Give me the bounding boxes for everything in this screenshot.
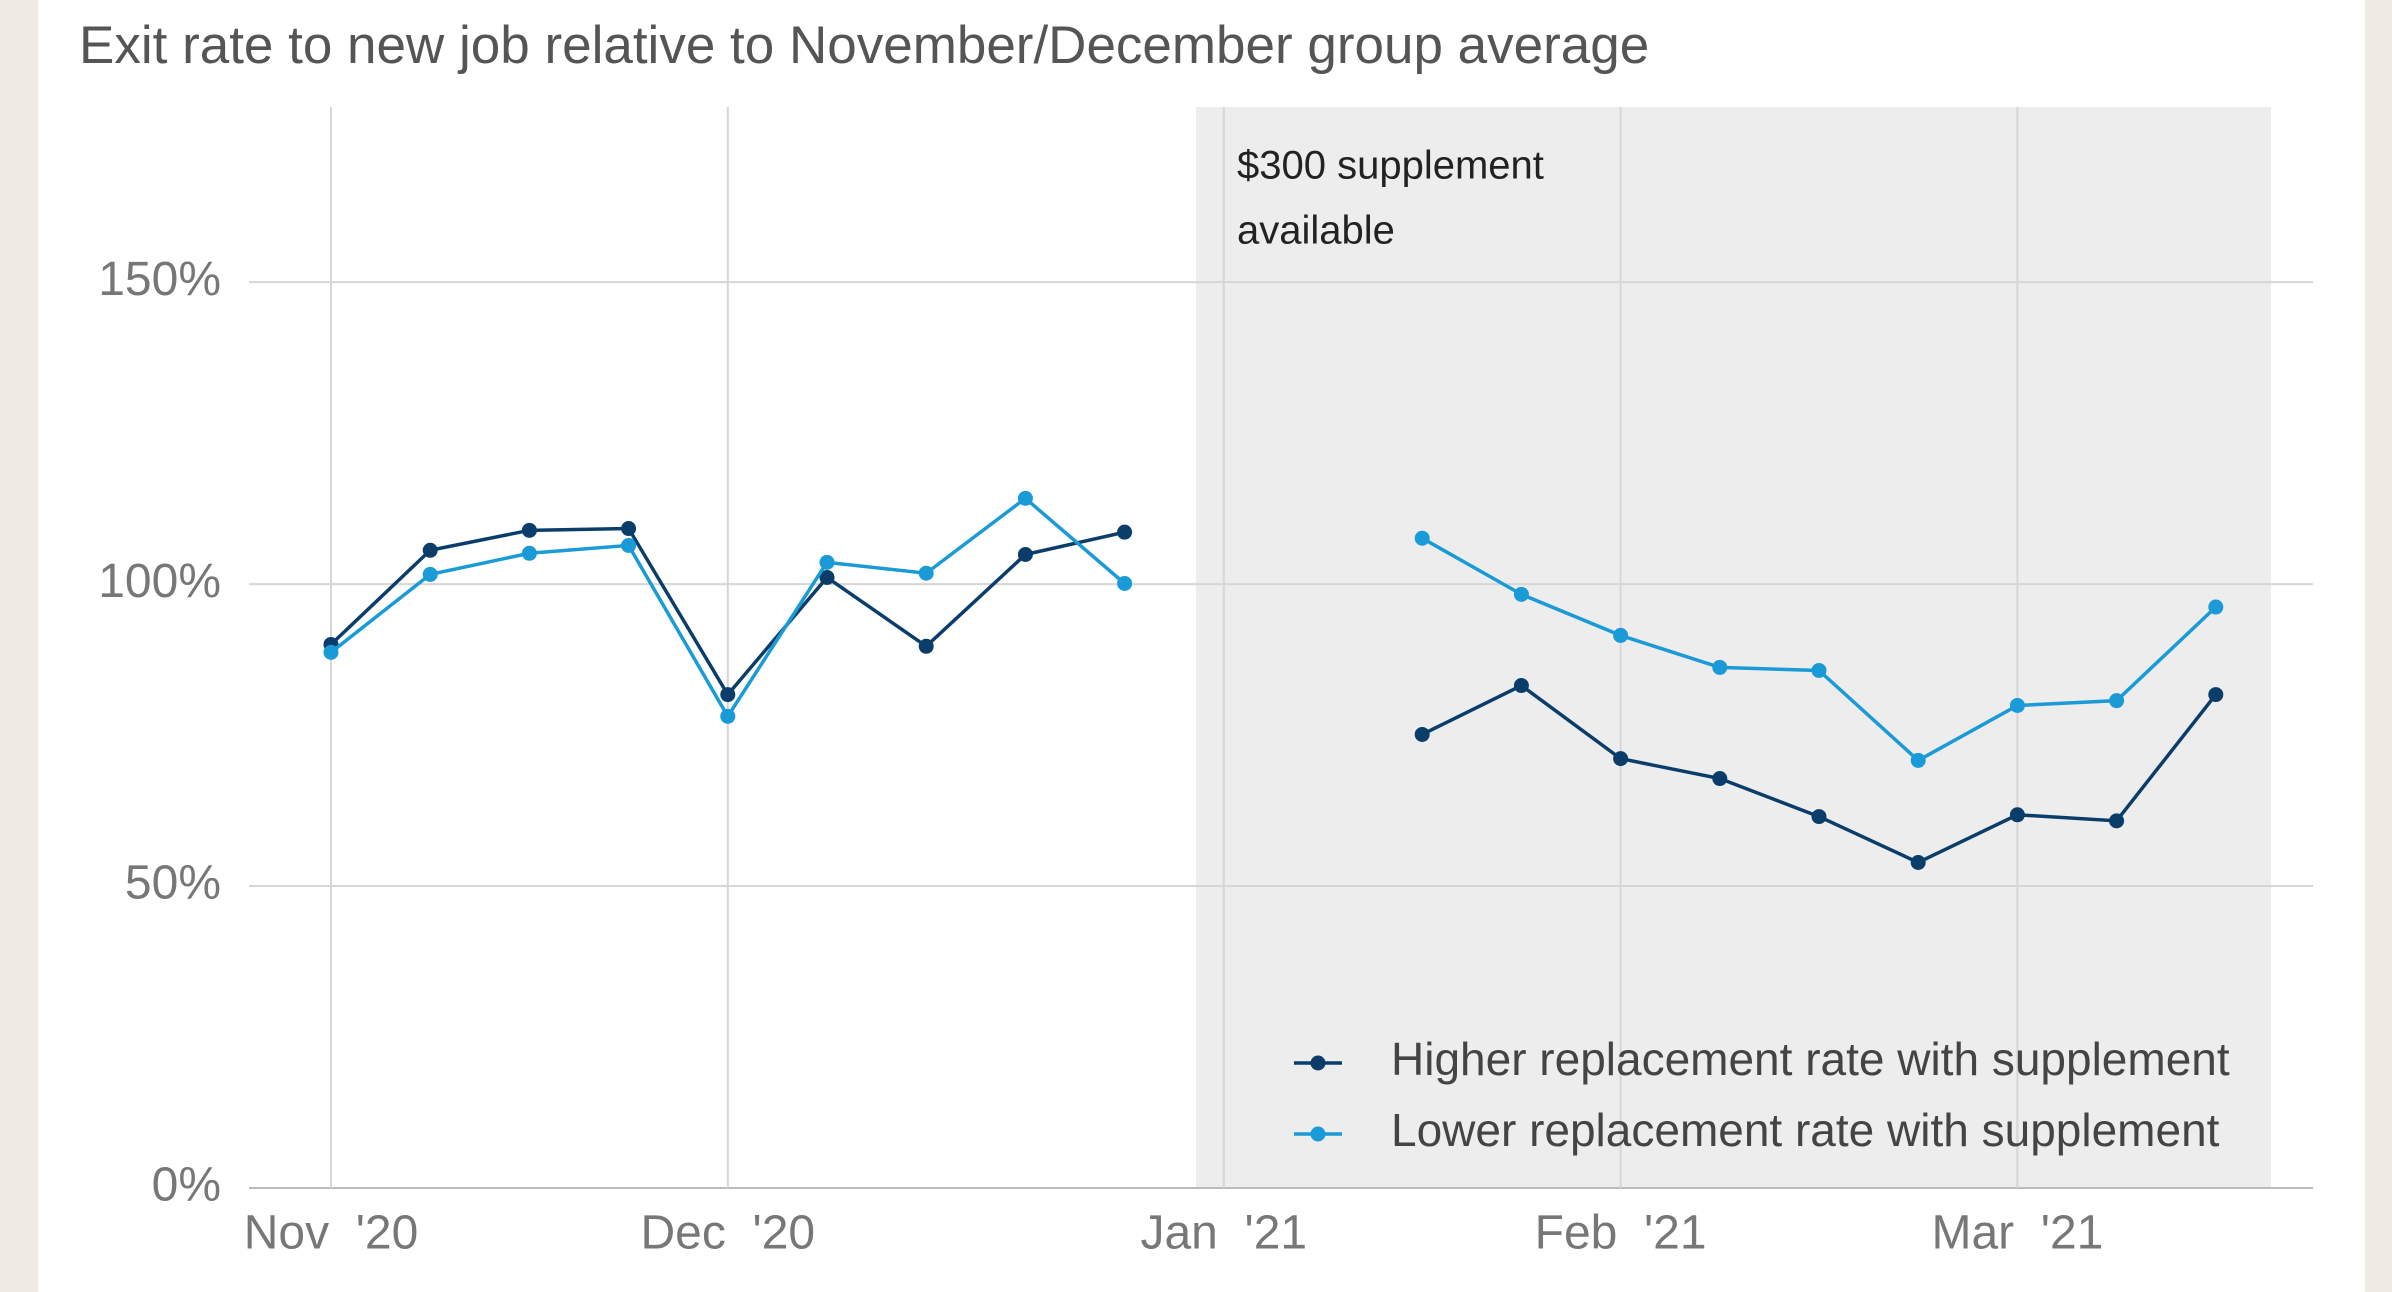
y-tick-label: 100% [98,555,221,608]
data-point [2109,813,2125,829]
data-point [621,537,637,553]
data-point [1712,771,1728,787]
legend-label: Higher replacement rate with supplement [1391,1033,2230,1085]
data-point [720,687,736,703]
data-point [323,644,339,660]
data-point [422,566,438,582]
data-point [918,638,934,654]
data-point [1910,752,1926,768]
data-point [819,569,835,585]
data-point [720,708,736,724]
x-tick-label: Dec '20 [641,1207,816,1260]
data-point [1414,530,1430,546]
data-point [1811,809,1827,825]
data-point [1712,659,1728,675]
data-point [1613,751,1629,767]
shaded-period [1196,107,2271,1188]
data-point [2208,687,2224,703]
x-tick-label: Jan '21 [1140,1207,1307,1260]
data-point [2009,807,2025,823]
data-point [422,542,438,558]
legend-marker [1310,1055,1326,1071]
annotation: available [1237,209,1395,253]
chart-title: Exit rate to new job relative to Novembe… [79,16,1649,75]
data-point [2208,599,2224,615]
data-point [2009,697,2025,713]
x-tick-label: Feb '21 [1535,1207,1707,1260]
data-point [1017,490,1033,506]
x-tick-label: Mar '21 [1931,1207,2103,1260]
data-point [521,545,537,561]
data-point [918,565,934,581]
legend-label: Lower replacement rate with supplement [1391,1104,2220,1156]
data-point [1117,524,1133,540]
annotation: $300 supplement [1237,144,1544,188]
y-tick-label: 0% [152,1159,221,1212]
data-point [1613,627,1629,643]
data-point [621,521,637,537]
data-point [1513,586,1529,602]
legend-marker [1310,1126,1326,1142]
data-point [2109,693,2125,709]
data-point [521,522,537,538]
data-point [1513,678,1529,694]
data-point [819,554,835,570]
y-tick-label: 150% [98,253,221,306]
data-point [1910,854,1926,870]
x-tick-label: Nov '20 [244,1207,419,1260]
y-tick-label: 50% [125,857,221,910]
data-point [1117,575,1133,591]
data-point [1811,662,1827,678]
data-point [1414,726,1430,742]
data-point [1017,546,1033,562]
